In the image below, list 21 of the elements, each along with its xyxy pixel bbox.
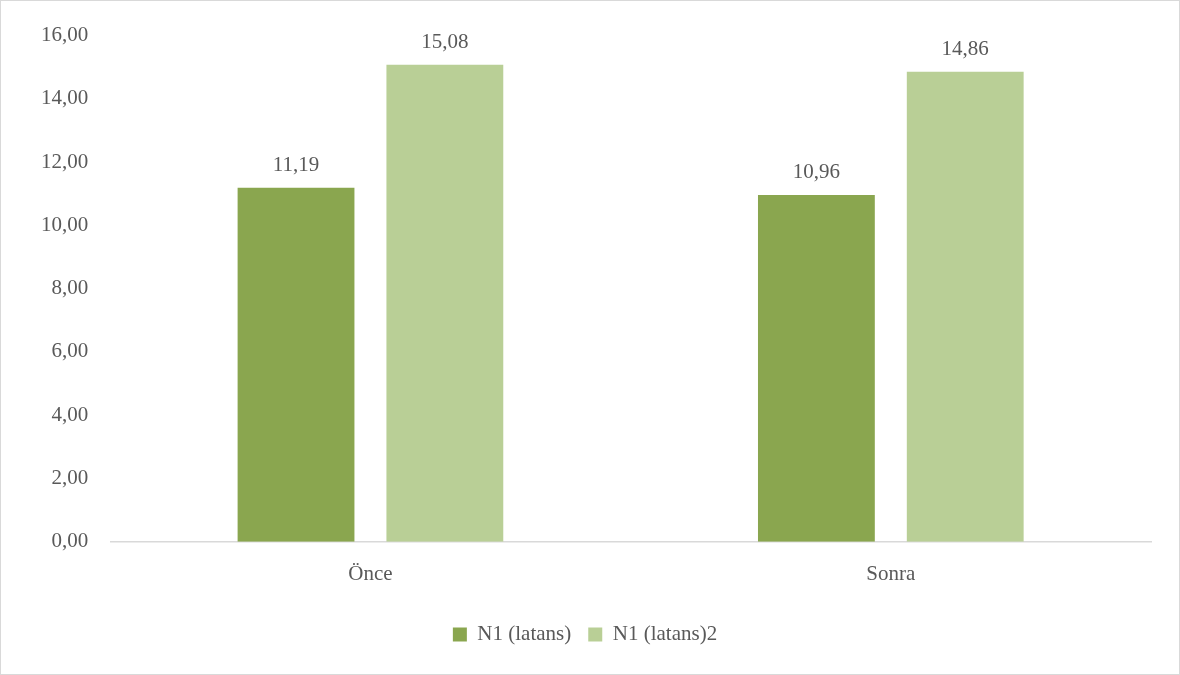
x-tick-label: Sonra	[866, 560, 916, 585]
legend-label: N1 (latans)	[477, 621, 572, 646]
y-tick-label: 6,00	[51, 338, 89, 363]
x-tick-label: Önce	[348, 560, 393, 585]
data-label: 14,86	[941, 35, 989, 60]
data-label: 15,08	[421, 28, 469, 53]
y-tick-label: 16,00	[41, 22, 89, 47]
y-tick-label: 12,00	[41, 148, 89, 173]
data-label: 11,19	[272, 151, 320, 176]
y-tick-label: 0,00	[51, 528, 89, 553]
bar	[386, 64, 504, 542]
y-tick-label: 8,00	[51, 275, 89, 300]
bar	[906, 71, 1024, 542]
y-tick-label: 4,00	[51, 401, 89, 426]
bar	[757, 195, 875, 542]
y-tick-label: 10,00	[41, 211, 89, 236]
y-tick-label: 2,00	[51, 465, 89, 490]
y-tick-label: 14,00	[41, 85, 89, 110]
bar	[237, 187, 355, 542]
legend-label: N1 (latans)2	[612, 621, 718, 646]
data-label: 10,96	[792, 159, 841, 184]
